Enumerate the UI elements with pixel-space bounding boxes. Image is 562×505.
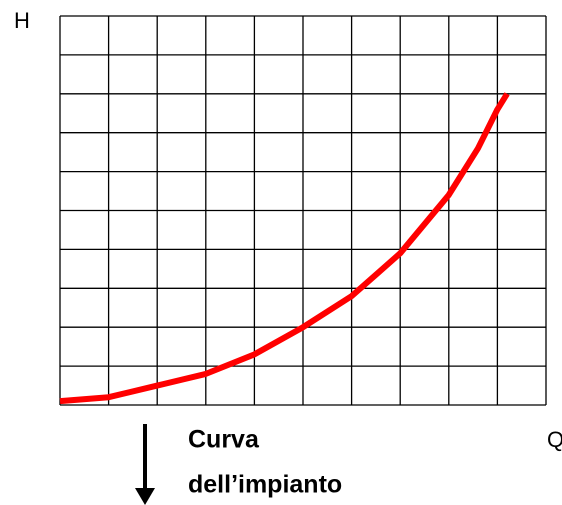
annotation: Curva [188, 426, 260, 454]
annotation: dell’impianto [188, 471, 342, 499]
arrow-head [135, 488, 155, 505]
x-axis-label: Q [547, 427, 562, 452]
y-axis-label: H [14, 8, 30, 33]
curve [59, 92, 510, 405]
